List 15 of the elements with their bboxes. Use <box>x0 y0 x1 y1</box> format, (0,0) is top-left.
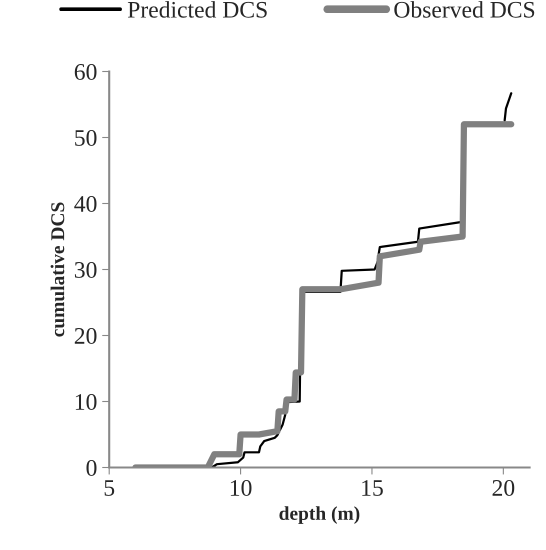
y-tick-label: 10 <box>76 394 96 410</box>
y-tick-label: 20 <box>74 328 96 344</box>
x-tick-label: 10 <box>230 480 252 496</box>
legend-label: Predicted DCS <box>128 1 267 18</box>
x-axis-title: depth (m) <box>279 506 360 524</box>
y-tick-label: 0 <box>86 460 96 476</box>
x-tick-label: 20 <box>492 480 514 496</box>
legend-label: Observed DCS <box>394 1 534 18</box>
y-tick-label: 40 <box>74 196 96 212</box>
y-tick-label: 60 <box>74 64 96 80</box>
y-axis-title: cumulative DCS <box>50 202 64 337</box>
x-tick-label: 5 <box>104 480 114 496</box>
y-tick-label: 30 <box>74 262 96 278</box>
y-tick-label: 50 <box>75 130 96 146</box>
x-tick-label: 15 <box>362 480 383 496</box>
